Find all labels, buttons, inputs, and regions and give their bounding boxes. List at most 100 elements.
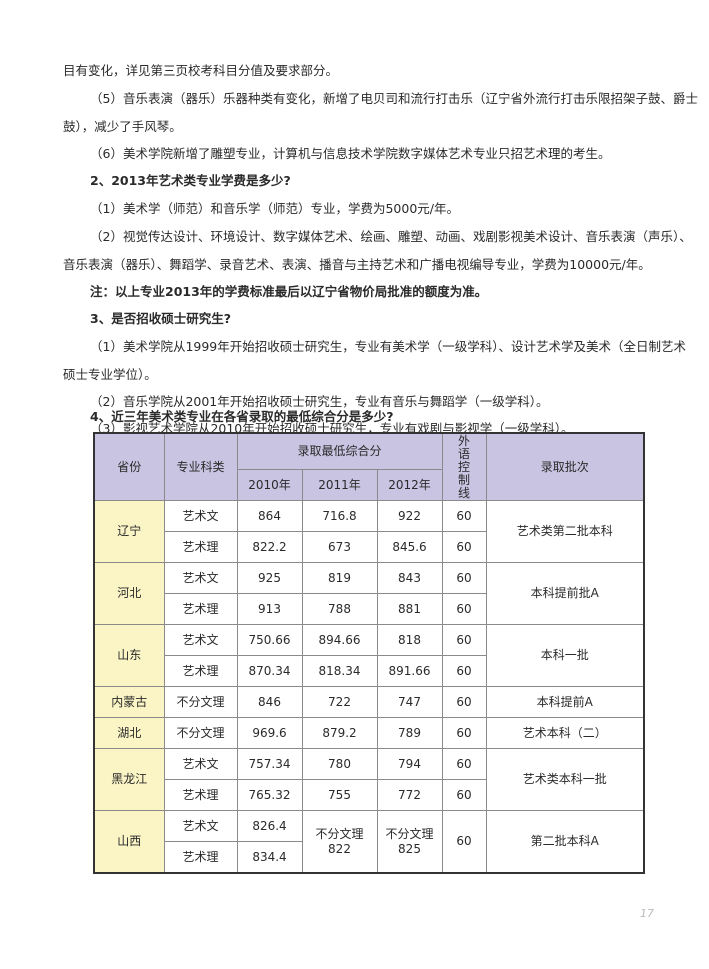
score-cell: 60	[441, 593, 487, 625]
section-heading: 3、是否招收硕士研究生?	[90, 311, 231, 326]
score-cell: 60	[441, 810, 487, 874]
province-cell: 辽宁	[93, 500, 165, 563]
score-cell: 794	[376, 748, 443, 780]
province-cell: 黑龙江	[93, 748, 165, 811]
score-cell: 826.4	[236, 810, 303, 842]
table-row: 河北 艺术文 925 819 843 60 本科提前批A	[93, 562, 645, 625]
table-row: 艺术理 913 788 881 60	[94, 593, 644, 625]
score-cell: 845.6	[376, 531, 443, 563]
score-cell: 780	[301, 748, 378, 780]
score-cell: 834.4	[236, 841, 303, 874]
note: 注：以上专业2013年的学费标准最后以辽宁省物价局批准的额度为准。	[90, 284, 488, 299]
score-cell: 60	[441, 717, 487, 749]
table-row: 内蒙古 不分文理 846 722 747 60 本科提前A	[93, 686, 645, 718]
score-cell: 772	[376, 779, 443, 811]
header-2011: 2011年	[301, 469, 378, 501]
header-category: 专业科类	[163, 432, 238, 501]
header-row: 省份 专业科类 录取最低综合分外 语 控 制 线录取批次	[93, 432, 645, 501]
paragraph: （1）美术学院从1999年开始招收硕士研究生，专业有美术学（一级学科）、设计艺术…	[90, 339, 687, 354]
table-row: 艺术理 834.4	[94, 841, 644, 874]
header-min-score: 录取最低综合分	[236, 432, 443, 470]
table-row: 辽宁 艺术文 864 716.8 922 60 艺术类第二批本科	[93, 500, 645, 563]
score-cell: 818.34	[301, 655, 378, 687]
category-cell: 艺术文	[163, 500, 238, 532]
score-cell: 913	[236, 593, 303, 625]
score-cell: 722	[301, 686, 378, 718]
score-cell: 870.34	[236, 655, 303, 687]
score-cell: 789	[376, 717, 443, 749]
score-cell: 60	[441, 562, 487, 594]
header-2012: 2012年	[376, 469, 443, 501]
score-cell: 925	[236, 562, 303, 594]
score-cell: 60	[441, 655, 487, 687]
score-cell: 673	[301, 531, 378, 563]
score-cell: 716.8	[301, 500, 378, 532]
section-heading: 2、2013年艺术类专业学费是多少?	[90, 173, 291, 188]
table-row: 艺术理 822.2 673 845.6 60	[94, 531, 644, 563]
category-cell: 艺术理	[163, 779, 238, 811]
score-cell: 765.32	[236, 779, 303, 811]
score-cell: 不分文理 825	[376, 810, 443, 874]
paragraph: （2）音乐学院从2001年开始招收硕士研究生，专业有音乐与舞蹈学（一级学科）。	[90, 394, 549, 409]
score-cell: 846	[236, 686, 303, 718]
paragraph: 音乐表演（器乐）、舞蹈学、录音艺术、表演、播音与主持艺术和广播电视编导专业，学费…	[63, 257, 651, 272]
score-cell: 864	[236, 500, 303, 532]
score-cell: 60	[441, 686, 487, 718]
category-cell: 艺术文	[163, 624, 238, 656]
header-province: 省份	[93, 432, 165, 501]
score-cell: 757.34	[236, 748, 303, 780]
score-cell: 60	[441, 748, 487, 780]
score-cell: 750.66	[236, 624, 303, 656]
batch-cell: 艺术本科（二）	[485, 717, 645, 749]
category-cell: 艺术文	[163, 748, 238, 780]
table-row: 山西 艺术文 826.4 不分文理 822 不分文理 825 60 第二批本科A	[93, 810, 645, 874]
batch-cell: 本科提前A	[485, 686, 645, 718]
table-row: 黑龙江 艺术文 757.34 780 794 60 艺术类本科一批	[93, 748, 645, 811]
score-cell: 818	[376, 624, 443, 656]
score-cell: 822.2	[236, 531, 303, 563]
score-cell: 不分文理 822	[301, 810, 378, 874]
province-cell: 湖北	[93, 717, 165, 749]
province-cell: 内蒙古	[93, 686, 165, 718]
score-cell: 894.66	[301, 624, 378, 656]
table-row: 山东 艺术文 750.66 894.66 818 60 本科一批	[93, 624, 645, 687]
section-heading: 4、近三年美术类专业在各省录取的最低综合分是多少?	[90, 409, 394, 424]
table-row: 湖北 不分文理 969.6 879.2 789 60 艺术本科（二）	[93, 717, 645, 749]
score-cell: 60	[441, 500, 487, 532]
admission-score-table: 省份 专业科类 录取最低综合分外 语 控 制 线录取批次 2010年 2011年 2012…	[93, 432, 645, 874]
province-cell: 山东	[93, 624, 165, 687]
header-row: 2010年 2011年 2012年	[94, 469, 644, 501]
batch-cell: 艺术类第二批本科	[485, 500, 645, 563]
header-foreign-language-line: 外 语 控 制 线	[441, 432, 487, 501]
score-cell: 969.6	[236, 717, 303, 749]
category-cell: 不分文理	[163, 686, 238, 718]
score-cell: 881	[376, 593, 443, 625]
province-cell: 山西	[93, 810, 165, 874]
score-cell: 843	[376, 562, 443, 594]
category-cell: 艺术理	[163, 841, 238, 874]
category-cell: 艺术理	[163, 531, 238, 563]
score-cell: 922	[376, 500, 443, 532]
paragraph: 鼓），减少了手风琴。	[63, 119, 182, 134]
table-row: 艺术理 765.32 755 772 60	[94, 779, 644, 811]
header-2010: 2010年	[236, 469, 303, 501]
paragraph: （1）美术学（师范）和音乐学（师范）专业，学费为5000元/年。	[90, 201, 459, 216]
score-cell: 60	[441, 624, 487, 656]
score-cell: 755	[301, 779, 378, 811]
page-number: 17	[640, 907, 654, 920]
paragraph: （2）视觉传达设计、环境设计、数字媒体艺术、绘画、雕塑、动画、戏剧影视美术设计、…	[90, 229, 692, 244]
paragraph: 硕士专业学位）。	[63, 367, 157, 382]
score-cell: 60	[441, 779, 487, 811]
header-batch: 录取批次	[485, 432, 645, 501]
category-cell: 艺术理	[163, 593, 238, 625]
score-cell: 747	[376, 686, 443, 718]
paragraph: （6）美术学院新增了雕塑专业，计算机与信息技术学院数字媒体艺术专业只招艺术理的考…	[90, 146, 611, 161]
paragraph: 目有变化，详见第三页校考科目分值及要求部分。	[63, 63, 339, 78]
category-cell: 艺术文	[163, 562, 238, 594]
score-cell: 891.66	[376, 655, 443, 687]
category-cell: 艺术理	[163, 655, 238, 687]
batch-cell: 本科一批	[485, 624, 645, 687]
score-cell: 879.2	[301, 717, 378, 749]
paragraph: （5）音乐表演（器乐）乐器种类有变化，新增了电贝司和流行打击乐（辽宁省外流行打击…	[90, 91, 698, 106]
batch-cell: 第二批本科A	[485, 810, 645, 874]
